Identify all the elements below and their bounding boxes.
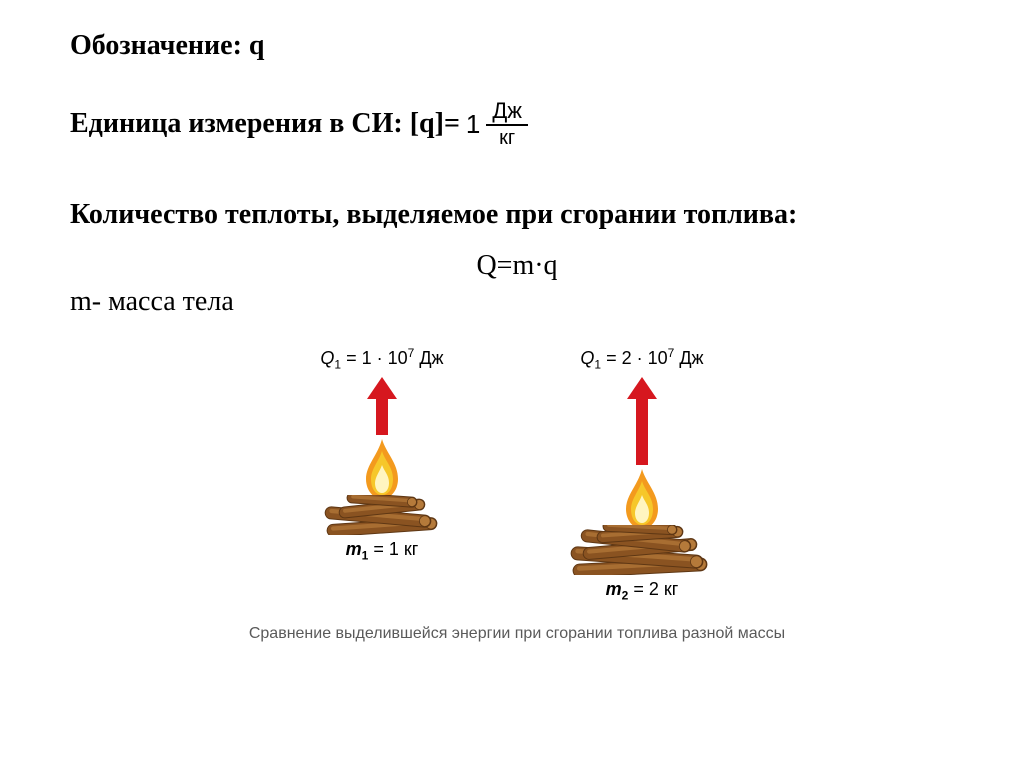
- arrow-left: [367, 377, 397, 435]
- paragraph-heat-released: Количество теплоты, выделяемое при сгора…: [70, 196, 964, 234]
- heading-si-unit: Единица измерения в СИ: [q]= 1 Дж кг: [70, 100, 964, 148]
- heading-designation-text: Обозначение:: [70, 30, 249, 61]
- unit-frac: Дж кг: [486, 100, 528, 148]
- q-eq-right: = 2 · 10: [601, 348, 668, 368]
- m-val-right: = 2 кг: [628, 579, 678, 599]
- fire-pile-right: Q1 = 2 · 107 Дж m2 = 2 кг: [567, 346, 717, 603]
- heading-designation-symbol: q: [249, 30, 265, 61]
- arrow-right: [627, 377, 657, 465]
- unit-denominator: кг: [493, 126, 521, 148]
- m-label-right: m2 = 2 кг: [606, 579, 679, 603]
- arrow-up-icon: [627, 377, 657, 465]
- q-eq-left: = 1 · 10: [341, 348, 408, 368]
- q-unit-left: Дж: [414, 348, 443, 368]
- q-label-left: Q1 = 1 · 107 Дж: [320, 346, 443, 372]
- flame-icon: [362, 439, 402, 499]
- heading-designation: Обозначение: q: [70, 30, 964, 62]
- mass-definition: m- масса тела: [70, 286, 964, 318]
- heading-si-unit-text: Единица измерения в СИ: [q]=: [70, 108, 460, 140]
- logs-icon: [567, 525, 717, 575]
- unit-fraction: 1 Дж кг: [466, 100, 528, 148]
- figure-caption: Сравнение выделившейся энергии при сгора…: [70, 625, 964, 643]
- arrow-up-icon: [367, 377, 397, 435]
- q-var-right: Q: [580, 348, 594, 368]
- fire-pile-left: Q1 = 1 · 107 Дж m1 = 1 кг: [317, 346, 447, 603]
- q-label-right: Q1 = 2 · 107 Дж: [580, 346, 703, 372]
- m-var-left: m: [346, 539, 362, 559]
- unit-one: 1: [466, 109, 480, 140]
- logs-icon: [317, 495, 447, 535]
- q-var-left: Q: [320, 348, 334, 368]
- formula: Q=m·q: [70, 250, 964, 282]
- m-label-left: m1 = 1 кг: [346, 539, 419, 563]
- page-root: Обозначение: q Единица измерения в СИ: […: [0, 0, 1024, 663]
- flame-icon: [622, 469, 662, 529]
- m-val-left: = 1 кг: [368, 539, 418, 559]
- figure-comparison: Q1 = 1 · 107 Дж m1 = 1 кг Q1 = 2 · 107 Д…: [70, 346, 964, 603]
- m-var-right: m: [606, 579, 622, 599]
- unit-numerator: Дж: [486, 100, 528, 124]
- q-unit-right: Дж: [674, 348, 703, 368]
